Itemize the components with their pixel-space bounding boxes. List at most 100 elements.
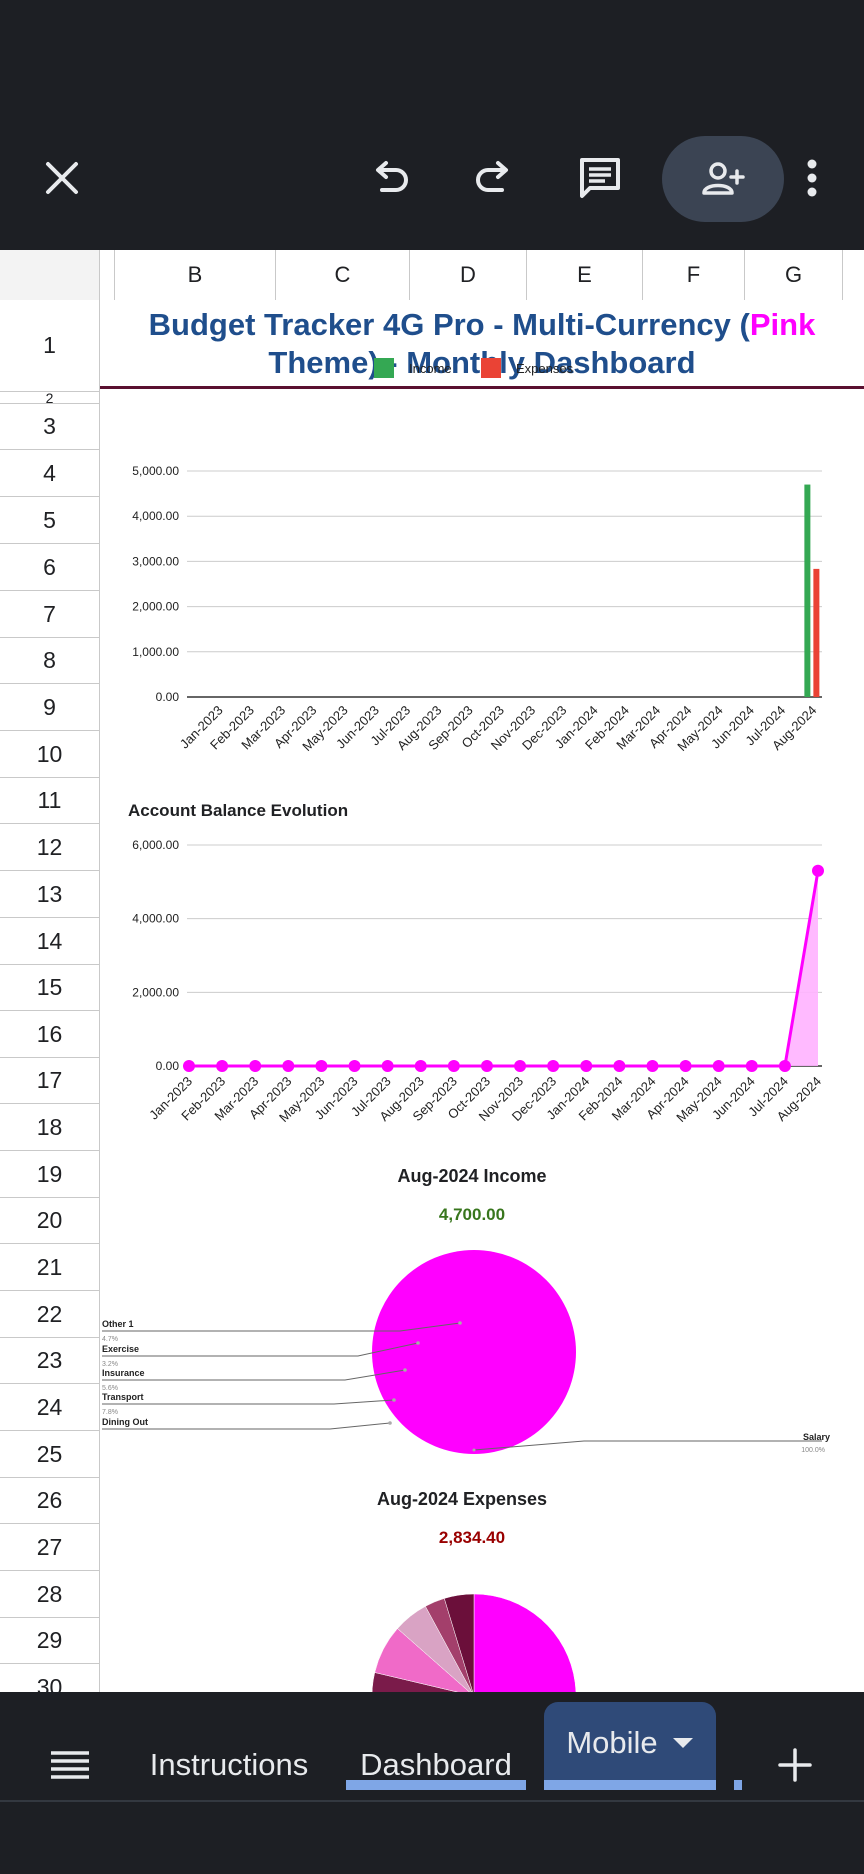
expenses-pie-label: Other 1 bbox=[102, 1319, 134, 1329]
expenses-pie-leader bbox=[102, 1322, 461, 1332]
column-header[interactable]: E bbox=[527, 250, 643, 300]
tab-dashboard-underline bbox=[346, 1780, 526, 1790]
balance-point bbox=[812, 864, 824, 877]
sheet-grid[interactable]: Budget Tracker 4G Pro - Multi-Currency (… bbox=[100, 300, 864, 1692]
row-header[interactable]: 5 bbox=[0, 497, 99, 544]
row-header[interactable]: 26 bbox=[0, 1478, 99, 1524]
title-pink-word: Pink bbox=[749, 307, 816, 342]
balance-chart-y-tick: 4,000.00 bbox=[132, 912, 179, 926]
expenses-pie-pct: 3.2% bbox=[102, 1361, 118, 1368]
balance-point bbox=[249, 1060, 262, 1072]
expenses-total: 2,834.40 bbox=[438, 1528, 506, 1547]
column-header[interactable]: B bbox=[115, 250, 276, 300]
select-all-corner[interactable] bbox=[0, 250, 100, 300]
row-header[interactable]: 1 bbox=[0, 300, 99, 392]
row-header[interactable]: 4 bbox=[0, 450, 99, 497]
close-icon[interactable] bbox=[36, 152, 88, 204]
row-header[interactable]: 19 bbox=[0, 1151, 99, 1198]
tab-dashboard[interactable]: Dashboard bbox=[360, 1747, 512, 1782]
caret-down-icon[interactable] bbox=[672, 1736, 694, 1750]
title-divider bbox=[100, 386, 864, 389]
row-header[interactable]: 30 bbox=[0, 1664, 99, 1693]
expenses-pie-leader-dot bbox=[458, 1321, 462, 1325]
expenses-pie-leader-dot bbox=[416, 1341, 420, 1345]
all-sheets-icon[interactable] bbox=[44, 1730, 96, 1800]
row-header[interactable]: 21 bbox=[0, 1244, 99, 1291]
balance-area-fill bbox=[189, 870, 818, 1066]
more-vert-icon[interactable] bbox=[794, 152, 830, 204]
row-header[interactable]: 6 bbox=[0, 544, 99, 591]
balance-point bbox=[216, 1060, 229, 1072]
legend-income-label: Income bbox=[409, 361, 452, 376]
balance-point bbox=[183, 1060, 195, 1072]
column-header[interactable]: C bbox=[276, 250, 410, 300]
expenses-pie-label: Insurance bbox=[102, 1368, 145, 1378]
balance-line bbox=[189, 870, 820, 1068]
expenses-pie-pct: 7.8% bbox=[102, 1409, 118, 1416]
add-sheet-icon[interactable] bbox=[770, 1730, 820, 1800]
row-header[interactable]: 14 bbox=[0, 918, 99, 965]
expenses-pie-leader bbox=[102, 1422, 391, 1430]
bar-chart-y-tick: 4,000.00 bbox=[132, 509, 179, 523]
row-header[interactable]: 12 bbox=[0, 824, 99, 871]
expenses-pie-leader-dot bbox=[403, 1368, 407, 1372]
row-header[interactable]: 16 bbox=[0, 1011, 99, 1058]
tab-instructions[interactable]: Instructions bbox=[149, 1747, 309, 1782]
column-header[interactable]: F bbox=[643, 250, 745, 300]
balance-point bbox=[547, 1060, 560, 1072]
row-header[interactable]: 11 bbox=[0, 778, 99, 824]
column-header[interactable]: G bbox=[745, 250, 843, 300]
bar-chart-y-tick: 1,000.00 bbox=[132, 645, 179, 659]
column-header[interactable]: D bbox=[410, 250, 527, 300]
tab-mobile-underline bbox=[544, 1780, 716, 1790]
tab-mobile[interactable]: Mobile bbox=[544, 1702, 716, 1784]
row-header[interactable]: 8 bbox=[0, 638, 99, 684]
row-header[interactable]: 27 bbox=[0, 1524, 99, 1571]
tab-mobile-label: Mobile bbox=[566, 1725, 658, 1760]
redo-icon[interactable] bbox=[468, 152, 520, 204]
row-header[interactable]: 18 bbox=[0, 1104, 99, 1151]
balance-point bbox=[613, 1060, 626, 1072]
comment-icon[interactable] bbox=[574, 152, 626, 204]
row-header[interactable]: 22 bbox=[0, 1291, 99, 1338]
balance-chart-y-tick: 0.00 bbox=[156, 1059, 180, 1073]
expenses-pie-pct: 4.7% bbox=[102, 1336, 118, 1343]
balance-point bbox=[414, 1060, 427, 1072]
tab-overflow-indicator bbox=[734, 1780, 742, 1790]
bar-chart-y-tick: 2,000.00 bbox=[132, 600, 179, 614]
column-header-a[interactable] bbox=[100, 250, 115, 300]
balance-point bbox=[447, 1060, 460, 1072]
row-header[interactable]: 20 bbox=[0, 1198, 99, 1244]
row-header[interactable]: 10 bbox=[0, 731, 99, 778]
row-header[interactable]: 3 bbox=[0, 404, 99, 450]
income-pie-leader bbox=[473, 1440, 822, 1451]
legend-expenses-label: Expenses bbox=[516, 361, 574, 376]
balance-point bbox=[712, 1060, 725, 1072]
row-header[interactable]: 13 bbox=[0, 871, 99, 918]
expenses-pie-leader-dot bbox=[388, 1421, 392, 1425]
bar-chart-y-tick: 5,000.00 bbox=[132, 464, 179, 478]
row-header[interactable]: 28 bbox=[0, 1571, 99, 1618]
row-header[interactable]: 29 bbox=[0, 1618, 99, 1664]
balance-point bbox=[580, 1060, 593, 1072]
dashboard-title[interactable]: Budget Tracker 4G Pro - Multi-Currency (… bbox=[100, 306, 864, 382]
expenses-pie-pct: 5.6% bbox=[102, 1385, 118, 1392]
balance-point bbox=[514, 1060, 527, 1072]
row-header[interactable]: 15 bbox=[0, 965, 99, 1011]
person-add-icon bbox=[702, 162, 745, 195]
income-pie-label: Salary bbox=[803, 1432, 830, 1442]
row-header[interactable]: 23 bbox=[0, 1338, 99, 1384]
undo-icon[interactable] bbox=[364, 152, 416, 204]
share-button[interactable] bbox=[662, 136, 784, 222]
expenses-pie-title: Aug-2024 Expenses bbox=[376, 1489, 548, 1509]
row-header[interactable]: 2 bbox=[0, 392, 99, 404]
expenses-pie-label: Exercise bbox=[102, 1344, 139, 1354]
expenses-pie-leader bbox=[102, 1342, 419, 1357]
row-header[interactable]: 17 bbox=[0, 1058, 99, 1104]
expenses-bar bbox=[813, 568, 820, 697]
row-header[interactable]: 7 bbox=[0, 591, 99, 638]
row-header[interactable]: 25 bbox=[0, 1431, 99, 1478]
row-header[interactable]: 24 bbox=[0, 1384, 99, 1431]
row-header[interactable]: 9 bbox=[0, 684, 99, 731]
expenses-pie-label: Dining Out bbox=[102, 1417, 148, 1427]
